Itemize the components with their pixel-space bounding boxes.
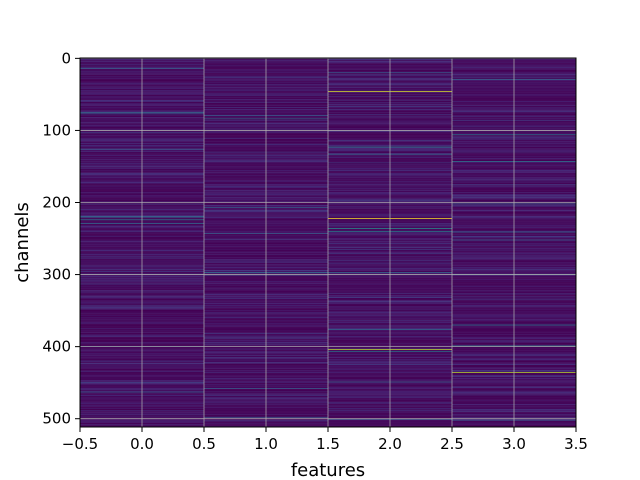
y-axis-ticks: 0 100 200 300 400 500 <box>42 49 80 428</box>
x-tick-label: −0.5 <box>62 435 98 453</box>
x-axis-ticks: −0.5 0.0 0.5 1.0 1.5 2.0 2.5 3.0 3.5 <box>62 427 588 453</box>
y-tick-label: 100 <box>42 121 71 139</box>
y-axis-label: channels <box>12 202 33 283</box>
x-tick-label: 1.0 <box>254 435 278 453</box>
x-axis-label: features <box>291 460 365 480</box>
y-tick-label: 0 <box>61 49 71 67</box>
x-tick-label: 3.5 <box>564 435 588 453</box>
y-tick-label: 400 <box>42 338 71 356</box>
x-tick-label: 0.0 <box>130 435 154 453</box>
x-tick-label: 0.5 <box>192 435 216 453</box>
y-tick-label: 500 <box>42 410 71 428</box>
x-tick-label: 3.0 <box>502 435 526 453</box>
x-tick-label: 2.0 <box>378 435 402 453</box>
y-tick-label: 300 <box>42 266 71 284</box>
x-tick-label: 2.5 <box>440 435 464 453</box>
x-tick-label: 1.5 <box>316 435 340 453</box>
y-tick-label: 200 <box>42 194 71 212</box>
